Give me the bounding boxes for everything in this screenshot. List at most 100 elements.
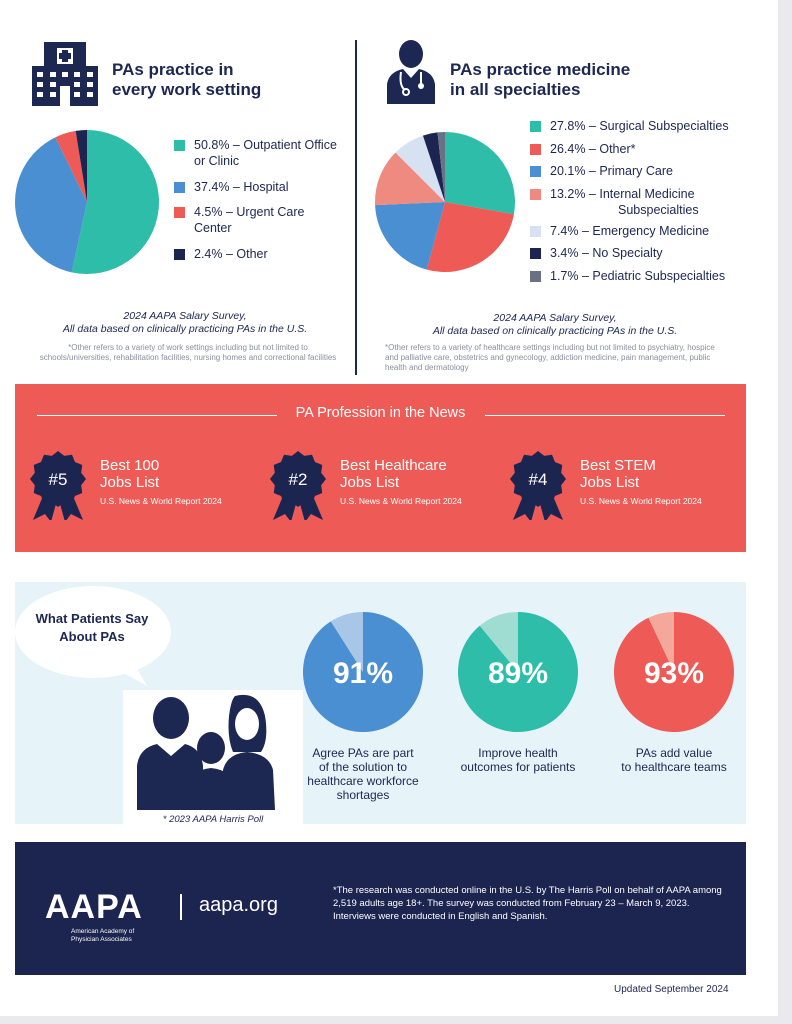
specialties-legend-swatch bbox=[530, 248, 541, 259]
specialties-legend-item-4: 7.4% – Emergency Medicine bbox=[530, 223, 709, 239]
stat-pie-1: 89% bbox=[458, 612, 578, 732]
stat-caption: Improve health outcomes for patients bbox=[438, 746, 598, 774]
stat-caption-line: healthcare workforce bbox=[307, 774, 419, 788]
family-icon bbox=[123, 690, 303, 824]
award-source: U.S. News & World Report 2024 bbox=[580, 496, 702, 506]
stat-percent: 93% bbox=[644, 657, 704, 690]
specialties-source-line1: 2024 AAPA Salary Survey, bbox=[493, 312, 617, 324]
work-setting-legend-swatch bbox=[174, 207, 185, 218]
award-rank: #5 bbox=[49, 470, 68, 489]
specialties-legend-item-3: 13.2% – Internal Medicine Subspecialties bbox=[530, 186, 699, 218]
work-setting-source-line2: All data based on clinically practicing … bbox=[62, 323, 308, 335]
stat-caption-line: shortages bbox=[336, 788, 390, 802]
specialties-legend-label: 26.4% – Other* bbox=[550, 141, 635, 157]
specialties-pie-slice-4 bbox=[395, 135, 445, 202]
stat-pie-1-slice-1 bbox=[479, 612, 518, 672]
specialties-pie-slice-2 bbox=[375, 202, 445, 270]
work-setting-source-line1: 2024 AAPA Salary Survey, bbox=[123, 310, 247, 322]
work-setting-legend-swatch bbox=[174, 249, 185, 260]
aapa-logo-subtitle: American Academy of Physician Associates bbox=[71, 928, 134, 944]
stat-percent: 89% bbox=[488, 657, 548, 690]
specialties-legend-item-5: 3.4% – No Specialty bbox=[530, 245, 663, 261]
specialties-legend-item-2: 20.1% – Primary Care bbox=[530, 163, 673, 179]
news-line-left bbox=[37, 415, 277, 416]
specialties-legend-label-line1: 20.1% – Primary Care bbox=[550, 164, 673, 178]
award-title: Best Healthcare Jobs List bbox=[340, 457, 447, 491]
work-setting-legend-label-line1: 50.8% – Outpatient Office bbox=[194, 138, 337, 152]
work-setting-pie-slice-1 bbox=[14, 137, 87, 273]
specialties-legend-label-line1: 3.4% – No Specialty bbox=[550, 246, 663, 260]
work-setting-legend-item-2: 4.5% – Urgent Care Center bbox=[174, 204, 304, 236]
stat-pie-2: 93% bbox=[614, 612, 734, 732]
work-setting-legend-label: 50.8% – Outpatient Office or Clinic bbox=[194, 137, 337, 169]
specialties-legend-label-line1: 13.2% – Internal Medicine bbox=[550, 186, 695, 201]
work-setting-title: PAs practice in every work setting bbox=[112, 60, 261, 100]
aapa-logo-subtitle-line2: Physician Associates bbox=[71, 936, 132, 943]
work-setting-legend-label-line1: 37.4% – Hospital bbox=[194, 180, 289, 194]
stat-caption-line: to healthcare teams bbox=[621, 760, 727, 774]
specialties-title: PAs practice medicine in all specialties bbox=[450, 60, 630, 100]
specialties-legend-label: 13.2% – Internal Medicine Subspecialties bbox=[550, 186, 699, 218]
work-setting-pie-slice-2 bbox=[55, 130, 87, 202]
stat-pie-0: 91% bbox=[303, 612, 423, 732]
specialties-footnote: *Other refers to a variety of healthcare… bbox=[385, 343, 715, 372]
specialties-pie-slice-1 bbox=[426, 202, 514, 272]
specialties-pie-slice-6 bbox=[437, 132, 445, 202]
specialties-legend-swatch bbox=[530, 225, 541, 237]
updated-date: Updated September 2024 bbox=[614, 984, 729, 995]
news-line-right bbox=[485, 415, 725, 416]
award-ribbon-icon: #5 bbox=[30, 451, 86, 520]
stat-caption: Agree PAs are part of the solution to heal… bbox=[283, 746, 443, 802]
specialties-legend-swatch bbox=[530, 188, 541, 200]
specialties-legend-label-line2: Subspecialties bbox=[618, 202, 699, 217]
work-setting-legend-swatch bbox=[174, 182, 185, 193]
award-ribbon-icon: #4 bbox=[510, 451, 566, 520]
stat-caption-line: Improve health bbox=[478, 746, 558, 760]
award-title-line1: Best 100 bbox=[100, 457, 160, 474]
footer-band: AAPA American Academy of Physician Assoc… bbox=[15, 842, 746, 975]
work-setting-title-line2: every work setting bbox=[112, 80, 262, 99]
work-setting-legend-label-line2: or Clinic bbox=[194, 154, 240, 168]
work-setting-legend-item-0: 50.8% – Outpatient Office or Clinic bbox=[174, 137, 337, 169]
infographic-page: PAs practice in every work setting 50.8%… bbox=[0, 0, 778, 1016]
bubble-text: What Patients Say About PAs bbox=[17, 610, 167, 646]
work-setting-pie bbox=[14, 130, 159, 274]
award-title-line2: Jobs List bbox=[340, 474, 400, 491]
work-setting-pie-slice-0 bbox=[71, 130, 159, 274]
specialties-pie-slice-5 bbox=[422, 132, 445, 202]
specialties-legend-swatch bbox=[530, 143, 541, 155]
poll-source: * 2023 AAPA Harris Poll bbox=[162, 814, 264, 825]
stat-pie-2-slice-1 bbox=[648, 612, 674, 672]
award-title-line1: Best Healthcare bbox=[340, 457, 447, 474]
specialties-legend-label-line1: 7.4% – Emergency Medicine bbox=[550, 223, 710, 238]
award-source: U.S. News & World Report 2024 bbox=[100, 496, 222, 506]
work-setting-legend-item-3: 2.4% – Other bbox=[174, 246, 268, 262]
stat-caption: PAs add value to healthcare teams bbox=[594, 746, 754, 774]
specialties-legend-label-line1: 1.7% – Pediatric Subspecialties bbox=[550, 268, 726, 283]
work-setting-source: 2024 AAPA Salary Survey, All data based … bbox=[20, 310, 350, 336]
stat-caption-line: Agree PAs are part bbox=[312, 746, 414, 760]
award-title-line2: Jobs List bbox=[580, 474, 640, 491]
news-title: PA Profession in the News bbox=[295, 405, 466, 421]
award-rank: #4 bbox=[529, 470, 548, 489]
aapa-url-link[interactable]: aapa.org bbox=[199, 894, 278, 916]
bubble-text-line1: What Patients Say bbox=[35, 611, 149, 626]
specialties-source: 2024 AAPA Salary Survey, All data based … bbox=[380, 312, 730, 338]
award-title: Best 100 Jobs List bbox=[100, 457, 159, 491]
stat-caption-line: PAs add value bbox=[635, 746, 713, 760]
work-setting-legend-label: 37.4% – Hospital bbox=[194, 179, 289, 195]
work-setting-legend-label: 4.5% – Urgent Care Center bbox=[194, 204, 304, 236]
news-band: PA Profession in the News #5 Best 100 Jobs… bbox=[15, 384, 746, 552]
work-setting-legend-label-line1: 2.4% – Other bbox=[194, 247, 268, 261]
work-setting-footnote: *Other refers to a variety of work setti… bbox=[39, 343, 337, 362]
specialties-legend-label: 3.4% – No Specialty bbox=[550, 245, 663, 261]
work-setting-legend-swatch bbox=[174, 140, 185, 151]
stat-percent: 91% bbox=[333, 657, 393, 690]
stat-pie-0-slice-1 bbox=[330, 612, 363, 672]
specialties-pie bbox=[375, 132, 515, 272]
work-setting-title-line1: PAs practice in bbox=[112, 60, 234, 79]
specialties-title-line1: PAs practice medicine bbox=[450, 60, 631, 79]
specialties-legend-swatch bbox=[530, 166, 541, 177]
specialties-pie-slice-3 bbox=[375, 152, 445, 206]
aapa-logo: AAPA bbox=[45, 888, 143, 926]
